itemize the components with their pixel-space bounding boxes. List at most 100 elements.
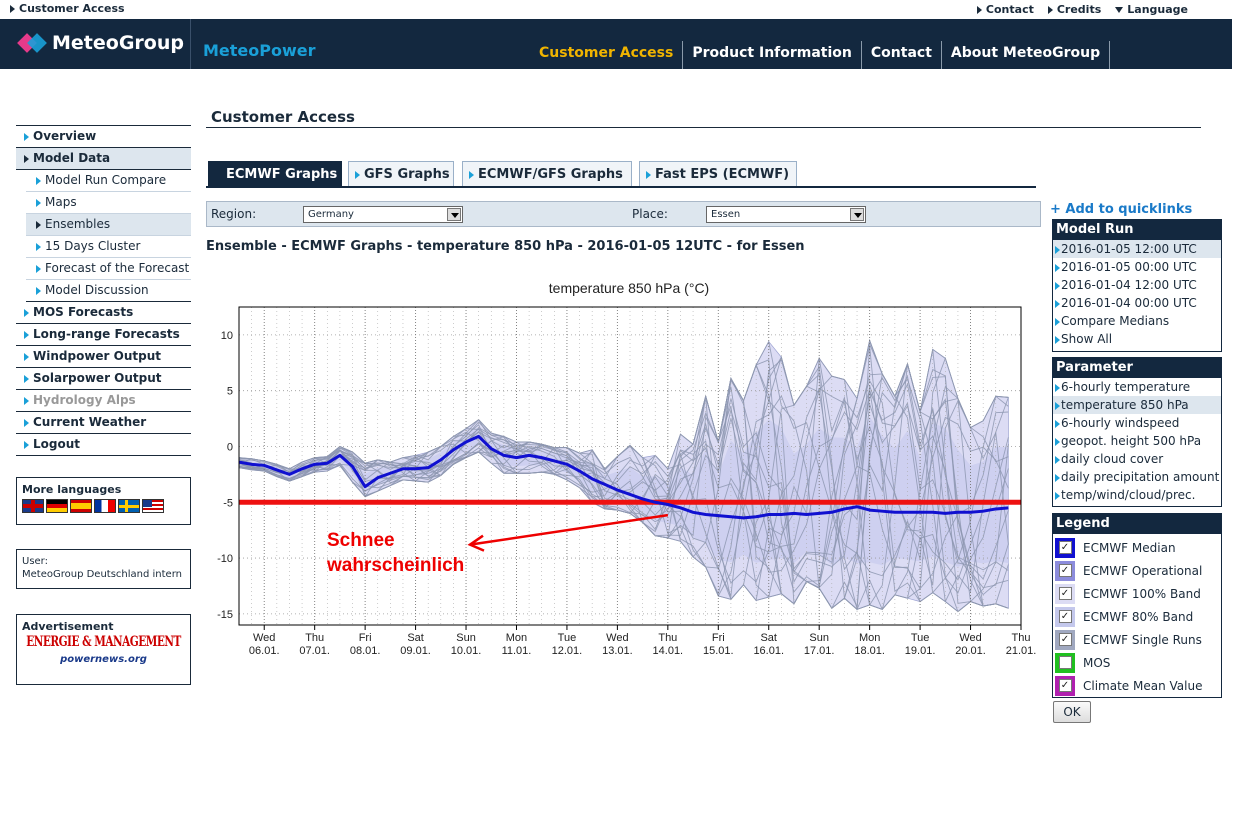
add-to-quicklinks-link[interactable]: + Add to quicklinks <box>1050 202 1193 217</box>
more-languages-label: More languages <box>22 483 122 496</box>
sidebar-item-model-data[interactable]: Model Data <box>16 148 191 170</box>
legend-ecmwf-100-band[interactable]: ✓ ECMWF 100% Band <box>1053 582 1221 605</box>
arrow-right-icon <box>36 286 41 295</box>
sidebar-item-maps[interactable]: Maps <box>26 192 191 214</box>
user-label: User: <box>22 556 48 567</box>
y-axis-ticks: 10 5 0 -5 -10 -15 <box>217 330 233 621</box>
arrow-right-icon <box>36 220 41 229</box>
nav-product-information[interactable]: Product Information <box>683 41 862 69</box>
model-run-item[interactable]: 2016-01-05 00:00 UTC <box>1053 258 1221 276</box>
model-run-item[interactable]: 2016-01-05 12:00 UTC <box>1053 240 1221 258</box>
parameter-item[interactable]: daily precipitation amount <box>1053 468 1221 486</box>
legend-ecmwf-single-runs[interactable]: ✓ ECMWF Single Runs <box>1053 628 1221 651</box>
checkbox[interactable]: ✓ <box>1058 587 1072 600</box>
sidebar-item-long-range-forecasts[interactable]: Long-range Forecasts <box>16 324 191 346</box>
legend-ecmwf-median[interactable]: ✓ ECMWF Median <box>1053 536 1221 559</box>
nav-about-meteogroup[interactable]: About MeteoGroup <box>942 41 1111 69</box>
y-tick-label: -15 <box>217 609 233 621</box>
sidebar-item-current-weather[interactable]: Current Weather <box>16 412 191 434</box>
nav-contact[interactable]: Contact <box>862 41 942 69</box>
checkbox[interactable]: ✓ <box>1058 541 1072 554</box>
german-flag-icon[interactable] <box>46 499 68 513</box>
x-tick-day: Sun <box>809 632 829 644</box>
arrow-right-icon <box>1055 491 1060 500</box>
product-name: MeteoPower <box>203 41 316 60</box>
tab-fast-eps-ecmwf[interactable]: Fast EPS (ECMWF) <box>639 161 797 186</box>
x-tick-day: Wed <box>606 632 628 644</box>
place-select[interactable]: Essen <box>706 206 866 223</box>
top-link-credits[interactable]: Credits <box>1047 3 1101 16</box>
header-divider <box>190 19 191 69</box>
x-tick-date: 19.01. <box>905 645 936 657</box>
arrow-right-icon <box>24 308 29 317</box>
french-flag-icon[interactable] <box>94 499 116 513</box>
model-run-item[interactable]: 2016-01-04 12:00 UTC <box>1053 276 1221 294</box>
language-flags <box>22 499 185 513</box>
top-links: Contact Credits Language <box>976 3 1188 16</box>
compare-medians-link[interactable]: Compare Medians <box>1053 312 1221 330</box>
top-link-language[interactable]: Language <box>1115 3 1188 16</box>
x-tick-day: Wed <box>253 632 275 644</box>
x-tick-day: Thu <box>305 632 324 644</box>
sidebar-item-forecast-of-forecast[interactable]: Forecast of the Forecast <box>26 258 191 280</box>
chart-grid <box>238 307 1022 625</box>
arrow-right-icon <box>469 170 474 179</box>
parameter-item[interactable]: temperature 850 hPa <box>1053 396 1221 414</box>
region-select[interactable]: Germany <box>303 206 463 223</box>
single-run-line <box>238 338 1009 613</box>
sidebar-item-15-days-cluster[interactable]: 15 Days Cluster <box>26 236 191 258</box>
sidebar-item-model-run-compare[interactable]: Model Run Compare <box>26 170 191 192</box>
top-customer-access[interactable]: Customer Access <box>10 2 125 15</box>
sidebar-item-solarpower-output[interactable]: Solarpower Output <box>16 368 191 390</box>
legend-list: ✓ ECMWF Median ✓ ECMWF Operational ✓ ECMWF … <box>1053 534 1221 697</box>
x-tick-date: 16.01. <box>753 645 784 657</box>
swedish-flag-icon[interactable] <box>118 499 140 513</box>
us-flag-icon[interactable] <box>142 499 164 513</box>
arrow-right-icon <box>1055 281 1060 290</box>
tab-gfs-graphs[interactable]: GFS Graphs <box>348 161 454 186</box>
legend-ecmwf-operational[interactable]: ✓ ECMWF Operational <box>1053 559 1221 582</box>
model-run-item[interactable]: 2016-01-04 00:00 UTC <box>1053 294 1221 312</box>
brand-name: MeteoGroup <box>52 32 184 54</box>
sidebar-item-ensembles[interactable]: Ensembles <box>26 214 191 236</box>
parameter-item[interactable]: 6-hourly windspeed <box>1053 414 1221 432</box>
checkbox[interactable]: ✓ <box>1058 633 1072 646</box>
checkbox[interactable]: ✓ <box>1058 564 1072 577</box>
show-all-link[interactable]: Show All <box>1053 330 1221 348</box>
parameter-item[interactable]: 6-hourly temperature <box>1053 378 1221 396</box>
x-tick-date: 09.01. <box>400 645 431 657</box>
tab-ecmwf-gfs-graphs[interactable]: ECMWF/GFS Graphs <box>462 161 632 186</box>
arrow-right-icon <box>24 330 29 339</box>
x-tick-day: Sat <box>407 632 424 644</box>
page-title: Customer Access <box>206 108 1201 128</box>
sidebar-item-logout[interactable]: Logout <box>16 434 191 456</box>
checkbox[interactable]: ✓ <box>1058 610 1072 623</box>
arrow-right-icon <box>24 440 29 449</box>
sidebar-item-model-discussion[interactable]: Model Discussion <box>26 280 191 302</box>
model-run-title: Model Run <box>1053 220 1221 240</box>
model-run-panel: Model Run 2016-01-05 12:00 UTC 2016-01-0… <box>1052 219 1222 352</box>
spanish-flag-icon[interactable] <box>70 499 92 513</box>
arrow-right-icon <box>1055 299 1060 308</box>
legend-title: Legend <box>1053 514 1221 534</box>
meteogroup-logo[interactable]: MeteoGroup <box>17 31 184 55</box>
parameter-item[interactable]: temp/wind/cloud/prec. <box>1053 486 1221 504</box>
parameter-item[interactable]: daily cloud cover <box>1053 450 1221 468</box>
tab-ecmwf-graphs[interactable]: ECMWF Graphs <box>208 161 342 186</box>
ok-button[interactable]: OK <box>1053 701 1091 723</box>
sidebar-item-mos-forecasts[interactable]: MOS Forecasts <box>16 302 191 324</box>
y-tick-label: 5 <box>227 386 233 398</box>
advertisement-banner[interactable]: ENERGIE & MANAGEMENT powernews.org <box>22 634 185 665</box>
top-link-contact[interactable]: Contact <box>976 3 1034 16</box>
sidebar-item-windpower-output[interactable]: Windpower Output <box>16 346 191 368</box>
sidebar-item-overview[interactable]: Overview <box>16 126 191 148</box>
legend-mos[interactable]: MOS <box>1053 651 1221 674</box>
parameter-item[interactable]: geopot. height 500 hPa <box>1053 432 1221 450</box>
checkbox[interactable]: ✓ <box>1058 679 1072 692</box>
x-tick-day: Fri <box>359 632 372 644</box>
uk-flag-icon[interactable] <box>22 499 44 513</box>
legend-climate-mean-value[interactable]: ✓ Climate Mean Value <box>1053 674 1221 697</box>
nav-customer-access[interactable]: Customer Access <box>530 41 684 69</box>
legend-ecmwf-80-band[interactable]: ✓ ECMWF 80% Band <box>1053 605 1221 628</box>
checkbox[interactable] <box>1058 656 1072 669</box>
